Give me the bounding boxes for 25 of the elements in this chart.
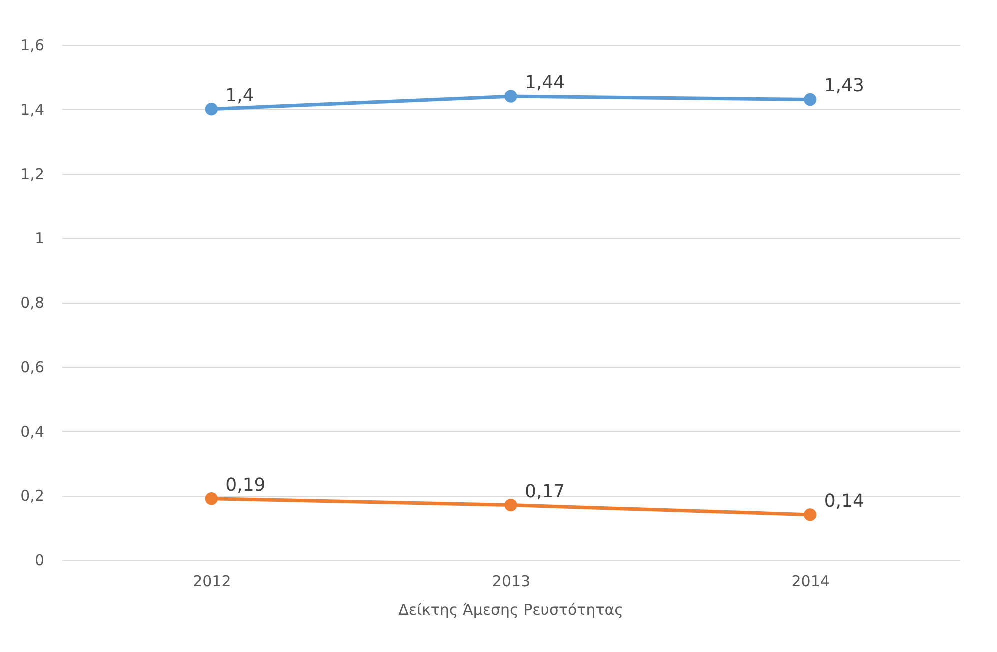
point xyxy=(504,90,518,103)
point xyxy=(804,93,817,106)
y-tick-label: 0,8 xyxy=(20,294,44,312)
x-tick-label: 2013 xyxy=(492,572,531,590)
data-label: 1,44 xyxy=(525,72,566,94)
y-tick-label: 1,2 xyxy=(20,165,44,184)
point xyxy=(205,103,218,116)
data-label: 1,43 xyxy=(824,76,864,97)
point xyxy=(804,508,817,522)
y-tick-label: 0,6 xyxy=(20,358,44,376)
x-tick-label: 2014 xyxy=(792,572,830,590)
y-tick-label: 0,4 xyxy=(20,422,44,441)
point xyxy=(205,492,218,506)
data-label: 0,19 xyxy=(226,474,266,496)
y-tick-label: 0 xyxy=(34,552,44,570)
y-tick-label: 1,4 xyxy=(20,100,44,119)
x-tick-label: 2012 xyxy=(193,572,232,590)
data-label: 1,4 xyxy=(226,85,254,106)
point xyxy=(504,498,518,512)
y-tick-label: 0,2 xyxy=(20,487,44,506)
y-tick-label: 1 xyxy=(34,230,44,248)
data-label: 0,17 xyxy=(525,481,566,502)
data-label: 0,14 xyxy=(824,490,864,512)
y-tick-label: 1,6 xyxy=(20,36,44,54)
x-axis-title: Δείκτης Άμεσης Ρευστότητας xyxy=(398,601,624,619)
